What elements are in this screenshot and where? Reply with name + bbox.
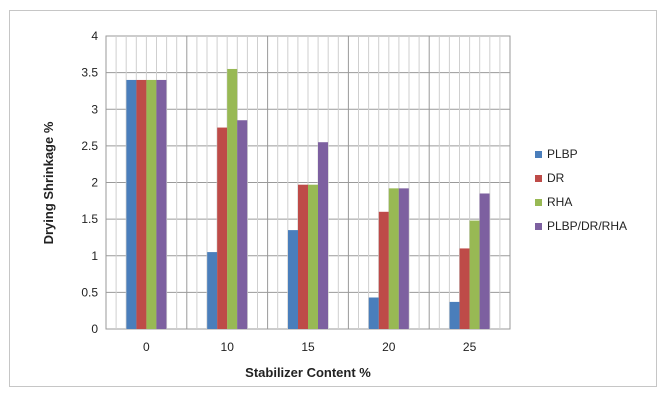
bar-chart: 0 0.5 1 1.5 2 2.5 3 3.5 4 0 10 15 20 25 Stabilizer C… <box>41 29 627 380</box>
y-tick-label: 2 <box>91 176 98 190</box>
legend-swatch <box>535 223 542 230</box>
legend: PLBP DR RHA PLBP/DR/RHA <box>535 147 627 233</box>
bar-dr-0 <box>136 79 147 329</box>
legend-label: PLBP <box>547 147 578 161</box>
x-tick-label: 0 <box>143 340 150 354</box>
x-tick-label: 10 <box>221 340 235 354</box>
x-tick-label: 15 <box>301 340 315 354</box>
legend-label: RHA <box>547 195 572 209</box>
bar-plbp-25 <box>449 301 460 329</box>
bar-dr-25 <box>459 248 470 329</box>
bar-plbp-20 <box>368 297 379 329</box>
legend-swatch <box>535 151 542 158</box>
chart-frame: 0 0.5 1 1.5 2 2.5 3 3.5 4 0 10 15 20 25 Stabilizer C… <box>9 10 657 387</box>
legend-label: PLBP/DR/RHA <box>547 219 627 233</box>
x-tick-label: 25 <box>463 340 477 354</box>
y-tick-label: 3 <box>91 102 98 116</box>
bar-plbp-10 <box>207 252 218 329</box>
y-tick-labels: 0 0.5 1 1.5 2 2.5 3 3.5 4 <box>81 29 98 336</box>
y-tick-label: 0 <box>91 322 98 336</box>
bar-dr-15 <box>298 184 308 329</box>
x-tick-labels: 0 10 15 20 25 <box>143 340 477 354</box>
legend-swatch <box>535 175 542 182</box>
y-axis-title: Drying Shrinkage % <box>41 121 56 244</box>
y-tick-label: 3.5 <box>81 66 98 80</box>
bar-rha-0 <box>146 79 157 329</box>
legend-label: DR <box>547 171 565 185</box>
bars <box>126 68 490 330</box>
y-tick-label: 1 <box>91 249 98 263</box>
bar-plbp-dr-rha-20 <box>398 188 409 329</box>
bar-dr-10 <box>217 127 228 329</box>
bar-rha-20 <box>388 188 399 329</box>
bar-rha-10 <box>227 68 238 330</box>
x-axis-title: Stabilizer Content % <box>245 365 371 380</box>
bar-dr-20 <box>378 211 389 329</box>
bar-plbp-0 <box>126 79 137 329</box>
bar-plbp-dr-rha-25 <box>479 193 490 329</box>
y-tick-label: 0.5 <box>81 285 98 299</box>
bar-plbp-15 <box>288 230 298 329</box>
bar-plbp-dr-rha-10 <box>237 120 248 329</box>
y-tick-label: 2.5 <box>81 139 98 153</box>
x-tick-label: 20 <box>382 340 396 354</box>
y-tick-label: 4 <box>91 29 98 43</box>
legend-swatch <box>535 199 542 206</box>
bar-rha-25 <box>469 220 480 329</box>
bar-rha-15 <box>308 184 318 329</box>
bar-plbp-dr-rha-0 <box>156 79 167 329</box>
y-tick-label: 1.5 <box>81 212 98 226</box>
bar-plbp-dr-rha-15 <box>318 142 328 329</box>
